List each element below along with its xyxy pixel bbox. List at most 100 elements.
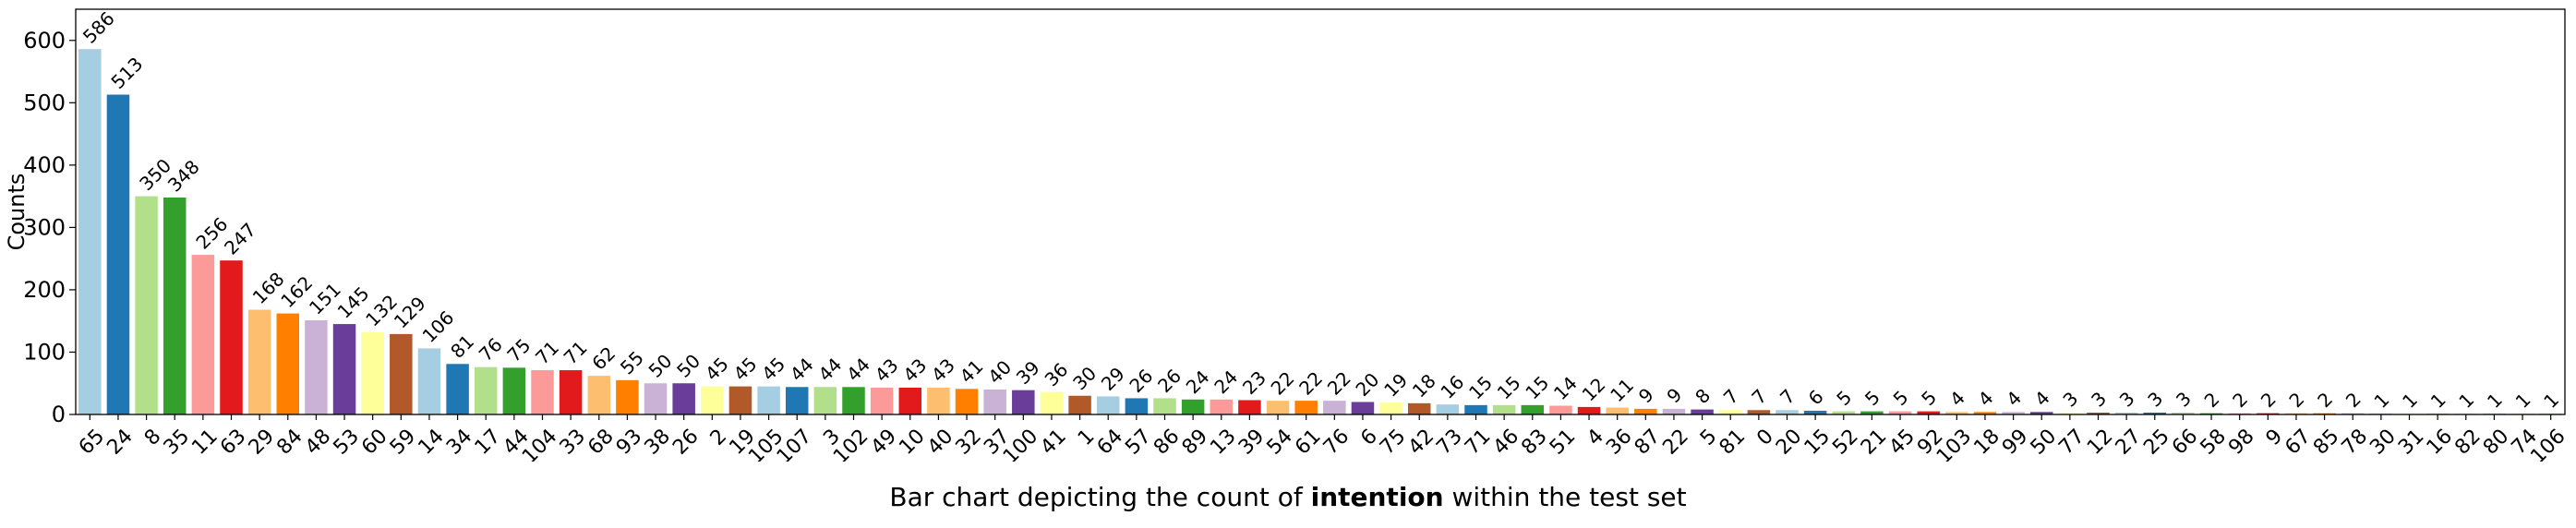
bar-38 xyxy=(644,383,668,414)
bar-39 xyxy=(1238,400,1261,414)
bar-3 xyxy=(813,387,837,414)
bar-value-label: 5 xyxy=(1889,386,1913,410)
bar-22 xyxy=(1662,408,1686,414)
bar-value-label: 1 xyxy=(2539,389,2563,413)
bar-value-label: 22 xyxy=(1323,367,1355,400)
y-tick-label: 0 xyxy=(52,402,66,427)
bar-33 xyxy=(559,370,583,414)
bar-value-label: 18 xyxy=(1408,369,1440,402)
x-tick-label: 24 xyxy=(102,425,137,459)
bar-value-label: 24 xyxy=(1182,366,1214,398)
bar-value-label: 19 xyxy=(1379,369,1412,402)
bar-13 xyxy=(1210,399,1234,414)
bar-value-label: 15 xyxy=(1493,371,1525,403)
bar-value-label: 45 xyxy=(757,353,789,385)
bar-66 xyxy=(2172,412,2195,414)
y-tick-label: 100 xyxy=(23,339,66,365)
bar-0 xyxy=(1747,410,1771,414)
y-tick-label: 600 xyxy=(23,28,66,54)
bar-value-label: 5 xyxy=(1832,386,1856,410)
bar-32 xyxy=(955,389,979,414)
bar-value-label: 3 xyxy=(2115,388,2139,412)
bar-24 xyxy=(106,94,130,414)
bar-64 xyxy=(1096,396,1120,414)
bar-value-label: 50 xyxy=(672,350,704,382)
bar-value-label: 39 xyxy=(1012,356,1044,389)
bar-value-label: 8 xyxy=(1691,384,1715,408)
bar-value-label: 2 xyxy=(2228,388,2252,412)
bar-value-label: 1 xyxy=(2454,389,2478,413)
y-tick-label: 500 xyxy=(23,90,66,115)
bar-value-label: 62 xyxy=(587,342,620,375)
x-tick-label: 22 xyxy=(1658,425,1692,459)
bar-59 xyxy=(390,333,413,414)
bar-value-label: 76 xyxy=(475,333,507,366)
bar-value-label: 75 xyxy=(502,334,535,366)
bar-value-label: 11 xyxy=(1606,374,1638,406)
bar-105 xyxy=(757,386,780,414)
x-tick-label: 81 xyxy=(1715,425,1750,459)
bar-107 xyxy=(785,387,809,414)
bar-value-label: 15 xyxy=(1521,371,1553,403)
bar-68 xyxy=(587,376,611,414)
bar-86 xyxy=(1153,398,1176,414)
bar-value-label: 26 xyxy=(1153,365,1186,397)
bar-29 xyxy=(247,309,271,414)
bar-102 xyxy=(842,387,865,414)
bar-value-label: 3 xyxy=(2087,388,2111,412)
bar-value-label: 7 xyxy=(1719,385,1743,409)
bar-49 xyxy=(870,387,894,414)
bar-value-label: 3 xyxy=(2143,388,2167,412)
bar-value-label: 2 xyxy=(2200,388,2224,412)
bar-value-label: 3 xyxy=(2058,388,2082,412)
bar-76 xyxy=(1323,401,1346,414)
bar-value-label: 4 xyxy=(1945,387,1969,411)
bar-71 xyxy=(1464,404,1487,414)
y-tick-label: 200 xyxy=(23,277,66,303)
bar-36 xyxy=(1606,407,1629,414)
bar-value-label: 26 xyxy=(1125,365,1157,397)
bar-44 xyxy=(502,367,526,414)
bar-100 xyxy=(1012,390,1035,414)
bar-value-label: 50 xyxy=(644,350,677,382)
bar-12 xyxy=(2087,412,2110,414)
bar-value-label: 5 xyxy=(1917,386,1941,410)
bar-chart: 5866551324350834835256112476316829162841… xyxy=(4,7,2570,469)
bar-51 xyxy=(1549,405,1572,414)
bar-value-label: 24 xyxy=(1210,366,1242,398)
bar-value-label: 5 xyxy=(1860,386,1884,410)
bar-27 xyxy=(2114,412,2138,414)
bar-87 xyxy=(1634,408,1657,414)
bar-value-label: 4 xyxy=(2002,387,2026,411)
bar-21 xyxy=(1860,411,1884,414)
x-tick-label: 51 xyxy=(1546,425,1580,459)
bar-value-label: 2 xyxy=(2341,388,2365,412)
bar-value-label: 29 xyxy=(1097,363,1129,395)
bar-value-label: 7 xyxy=(1747,385,1771,409)
x-tick-label: 98 xyxy=(2224,425,2258,459)
bar-value-label: 2 xyxy=(2257,388,2281,412)
bar-value-label: 513 xyxy=(107,53,148,93)
bar-60 xyxy=(361,331,384,414)
caption-bold: intention xyxy=(1310,482,1444,512)
bar-19 xyxy=(728,386,752,414)
bar-14 xyxy=(417,348,441,414)
bar-18 xyxy=(1973,412,1997,414)
x-tick-label: 76 xyxy=(1319,425,1354,459)
plot-frame xyxy=(75,8,2566,415)
bar-99 xyxy=(2002,412,2025,414)
bar-8 xyxy=(135,196,158,414)
bar-value-label: 1 xyxy=(2426,389,2450,413)
bar-41 xyxy=(1040,391,1064,414)
bar-53 xyxy=(332,324,356,414)
y-tick-label: 300 xyxy=(23,214,66,240)
bar-75 xyxy=(1379,402,1402,414)
bar-value-label: 44 xyxy=(842,354,874,386)
bar-value-label: 23 xyxy=(1238,366,1270,399)
bar-value-label: 40 xyxy=(983,356,1016,389)
bar-value-label: 71 xyxy=(531,337,563,369)
bar-value-label: 44 xyxy=(813,354,846,386)
bar-50 xyxy=(2029,412,2053,414)
bar-104 xyxy=(531,370,554,414)
